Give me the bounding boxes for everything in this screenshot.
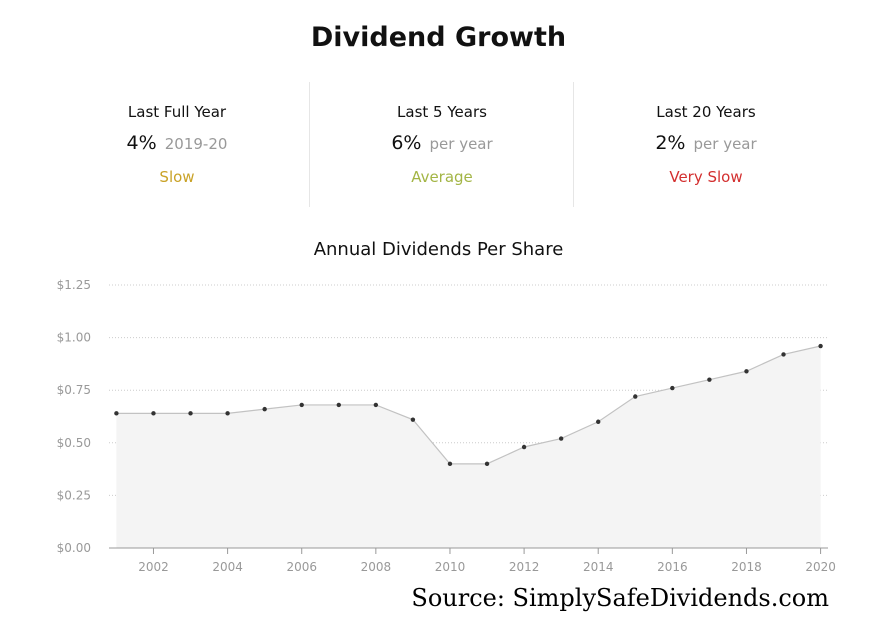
- data-point: [447, 461, 453, 467]
- stat-sub: per year: [429, 135, 493, 153]
- y-tick-label: $1.00: [57, 331, 91, 345]
- y-tick-label: $1.25: [57, 278, 91, 292]
- x-tick-label: 2020: [805, 560, 836, 574]
- y-tick-label: $0.50: [57, 436, 91, 450]
- data-point: [818, 343, 823, 349]
- stat-rating: Average: [411, 168, 473, 186]
- data-point: [707, 377, 712, 382]
- x-tick-label: 2004: [212, 560, 243, 574]
- data-point: [373, 402, 379, 408]
- data-point: [484, 461, 490, 467]
- stat-label: Last 20 Years: [656, 103, 756, 121]
- x-tick-label: 2014: [583, 560, 614, 574]
- stat-value: 2%: [655, 132, 686, 154]
- data-point: [596, 419, 601, 424]
- y-tick-label: $0.75: [57, 383, 91, 397]
- page-title: Dividend Growth: [310, 22, 567, 53]
- area-fill: [116, 346, 821, 548]
- data-point: [114, 411, 119, 416]
- stat-sub: per year: [693, 135, 757, 153]
- x-tick-label: 2002: [138, 560, 169, 574]
- data-point: [262, 406, 267, 412]
- x-tick-label: 2006: [286, 560, 317, 574]
- data-point: [299, 402, 304, 408]
- stat-rating: Very Slow: [669, 168, 743, 186]
- stat-value: 4%: [126, 132, 157, 154]
- y-tick-label: $0.00: [57, 541, 91, 555]
- stat-last-5-years: Last 5 Years 6% per year Average: [309, 82, 574, 207]
- data-point: [521, 444, 527, 450]
- stat-rating: Slow: [159, 168, 195, 186]
- dividend-growth-stats: Last Full Year 4% 2019-20 Slow Last 5 Ye…: [45, 82, 837, 207]
- data-point: [410, 417, 416, 422]
- stat-label: Last 5 Years: [397, 103, 487, 121]
- data-point: [744, 369, 749, 374]
- chart-title: Annual Dividends Per Share: [313, 239, 564, 260]
- x-tick-label: 2010: [435, 560, 466, 574]
- stat-value-row: 2% per year: [574, 132, 838, 154]
- stat-value-row: 4% 2019-20: [45, 132, 309, 154]
- stat-value: 6%: [391, 132, 422, 154]
- data-point: [336, 402, 341, 408]
- stat-last-full-year: Last Full Year 4% 2019-20 Slow: [45, 82, 309, 207]
- stat-label: Last Full Year: [127, 103, 227, 121]
- data-point: [188, 411, 193, 416]
- x-tick-label: 2018: [731, 560, 762, 574]
- data-point: [225, 411, 230, 416]
- source-credit: Source: SimplySafeDividends.com: [411, 584, 829, 612]
- y-tick-label: $0.25: [57, 488, 91, 502]
- data-point: [670, 385, 675, 391]
- x-tick-label: 2008: [361, 560, 392, 574]
- stat-sub: 2019-20: [164, 135, 228, 153]
- data-point: [633, 394, 638, 399]
- data-point: [558, 436, 564, 441]
- stat-last-20-years: Last 20 Years 2% per year Very Slow: [573, 82, 838, 207]
- data-point: [151, 411, 156, 416]
- data-point: [781, 352, 786, 357]
- x-tick-label: 2016: [657, 560, 688, 574]
- series-line: [116, 345, 821, 465]
- stat-value-row: 6% per year: [310, 132, 574, 154]
- x-tick-label: 2012: [509, 560, 540, 574]
